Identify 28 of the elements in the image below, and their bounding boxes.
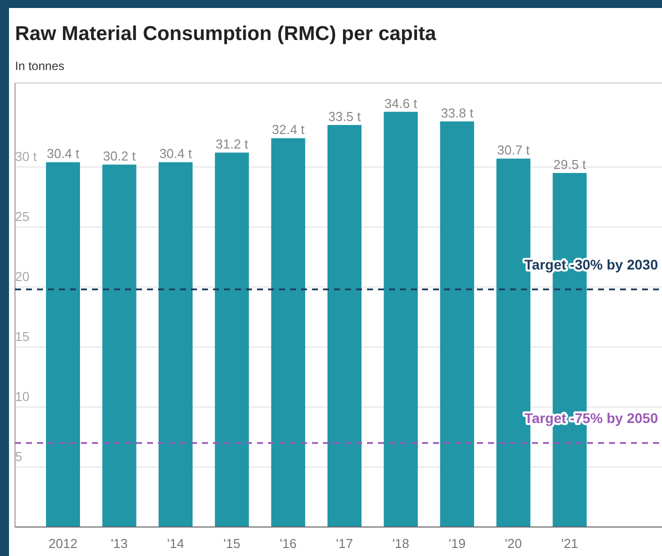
x-tick-label: '18 [392,536,410,551]
x-tick-label: '16 [280,536,297,551]
data-label: 34.6 t [384,96,418,111]
x-tick-label: '17 [336,536,353,551]
data-label: 31.2 t [216,136,249,152]
y-tick-label: 30 t [15,149,38,164]
y-tick-label: 25 [15,209,30,224]
x-tick-label: '13 [110,536,128,551]
x-tick-label: 2012 [48,536,78,551]
data-label: 29.5 t [553,157,586,172]
y-tick-label: 5 [15,449,22,464]
data-label: 33.8 t [440,105,474,120]
data-label: 30.4 t [159,146,192,162]
data-label: 30.7 t [497,142,530,158]
x-tick-label: '20 [504,536,522,551]
data-label: 30.4 t [46,146,80,162]
x-tick-label: '19 [448,536,466,551]
x-tick-label: '21 [561,536,578,551]
chart-title: Raw Material Consumption (RMC) per capita [15,23,438,45]
y-tick-label: 20 [15,269,30,284]
x-tick-label: '14 [167,536,184,551]
data-label: 30.2 t [103,148,136,164]
data-label: 33.5 t [328,109,362,124]
data-label: 32.4 t [272,122,305,138]
chart-subtitle: In tonnes [15,59,64,73]
x-tick-label: '15 [223,536,240,551]
y-tick-label: 10 [15,389,30,404]
y-tick-label: 15 [15,329,30,344]
